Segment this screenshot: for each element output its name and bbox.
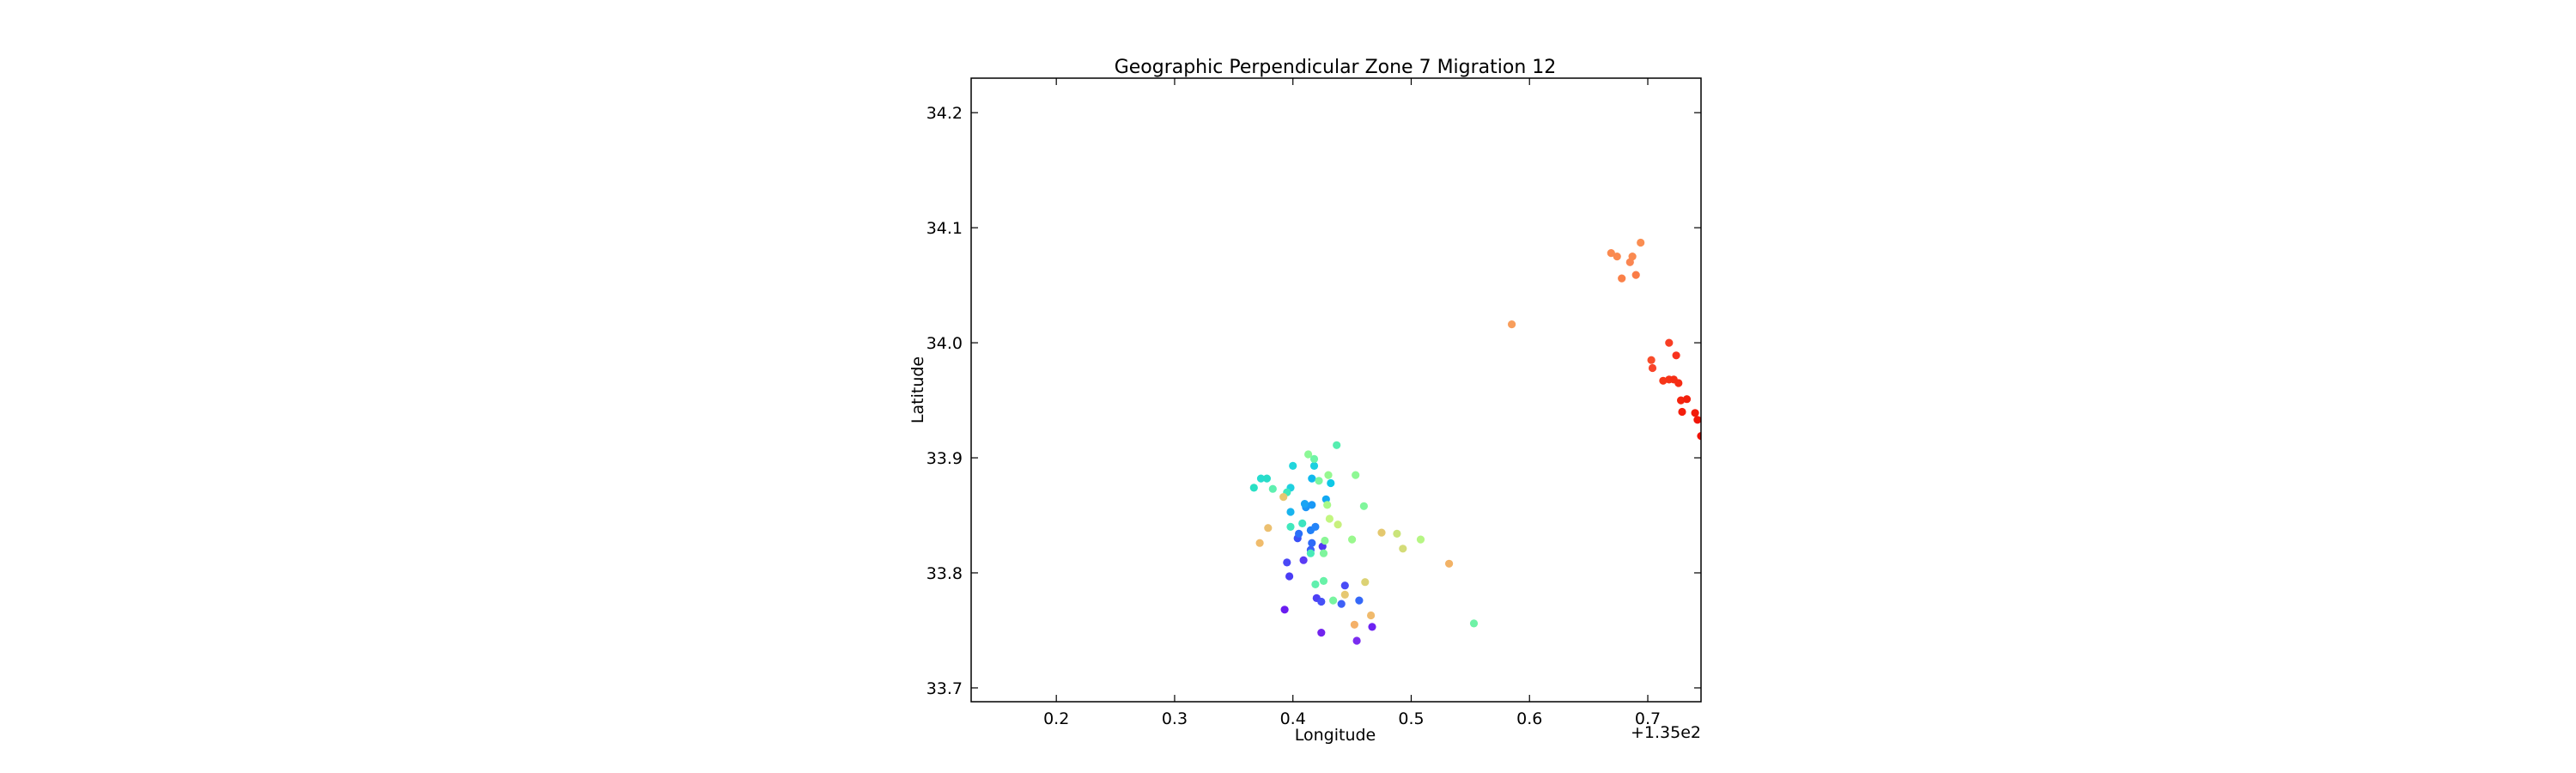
data-point xyxy=(1691,409,1699,417)
data-point xyxy=(1262,474,1271,483)
y-axis: 33.7 33.8 33.9 34.0 34.1 34.2 xyxy=(927,104,1701,698)
data-point xyxy=(1693,416,1701,424)
data-point xyxy=(1352,471,1360,479)
data-point xyxy=(1255,539,1264,547)
data-point xyxy=(1368,623,1376,631)
data-point xyxy=(1637,238,1645,247)
y-tick-label: 33.7 xyxy=(927,679,963,698)
data-point xyxy=(1359,502,1368,510)
data-point xyxy=(1665,338,1674,347)
data-point xyxy=(1268,484,1277,493)
x-tick-label: 0.7 xyxy=(1635,709,1661,728)
data-point xyxy=(1678,407,1686,417)
data-point xyxy=(1299,556,1308,564)
x-tick-label: 0.5 xyxy=(1398,709,1424,728)
data-point xyxy=(1647,356,1656,364)
data-point xyxy=(1337,600,1346,608)
x-axis-label: Longitude xyxy=(1295,726,1376,745)
data-point xyxy=(1352,636,1361,645)
plot-area xyxy=(970,77,1702,703)
data-point xyxy=(1334,520,1342,529)
data-point xyxy=(1308,501,1316,509)
data-point xyxy=(1377,528,1386,537)
data-point xyxy=(1279,493,1288,502)
data-point xyxy=(1613,253,1621,261)
data-point xyxy=(1416,535,1425,544)
data-point xyxy=(1317,597,1326,606)
data-points xyxy=(1249,238,1701,645)
data-point xyxy=(1317,629,1326,637)
data-point xyxy=(1249,484,1258,492)
data-point xyxy=(1280,606,1289,614)
data-point xyxy=(1327,478,1335,488)
data-point xyxy=(1659,376,1668,385)
data-point xyxy=(1628,253,1637,261)
data-point xyxy=(1295,529,1303,539)
x-axis-offset-label: +1.35e2 xyxy=(1631,723,1701,742)
data-point xyxy=(1697,432,1701,441)
data-point xyxy=(1361,578,1370,587)
data-point xyxy=(1445,559,1454,568)
data-point xyxy=(1315,477,1323,485)
data-point xyxy=(1329,596,1338,605)
data-point xyxy=(1309,461,1319,471)
x-tick-label: 0.6 xyxy=(1516,709,1542,728)
data-point xyxy=(1298,519,1307,528)
data-point xyxy=(1333,441,1341,449)
data-point xyxy=(1308,474,1316,483)
data-point xyxy=(1309,454,1319,464)
data-point xyxy=(1264,524,1273,533)
data-point xyxy=(1350,620,1358,629)
data-point xyxy=(1256,474,1266,483)
data-point xyxy=(1469,619,1479,628)
data-point xyxy=(1321,536,1329,545)
y-tick-label: 34.1 xyxy=(927,219,963,238)
x-tick-label: 0.3 xyxy=(1162,709,1188,728)
data-point xyxy=(1286,522,1295,532)
data-point xyxy=(1304,450,1313,459)
chart-title: Geographic Perpendicular Zone 7 Migratio… xyxy=(1115,57,1557,78)
y-tick-label: 33.9 xyxy=(927,449,963,468)
data-point xyxy=(1283,558,1291,567)
data-point xyxy=(1340,581,1349,590)
data-point xyxy=(1323,501,1332,509)
data-point xyxy=(1311,580,1320,589)
data-point xyxy=(1340,590,1349,600)
y-axis-label: Latitude xyxy=(908,356,927,423)
data-point xyxy=(1319,549,1328,557)
data-point xyxy=(1648,363,1657,373)
data-point xyxy=(1355,596,1364,605)
y-tick-label: 33.8 xyxy=(927,564,963,583)
data-point xyxy=(1367,611,1376,620)
data-point xyxy=(1631,271,1640,279)
y-tick-label: 34.0 xyxy=(927,334,963,353)
data-point xyxy=(1311,522,1320,532)
x-tick-label: 0.4 xyxy=(1280,709,1306,728)
data-point xyxy=(1286,508,1295,516)
data-point xyxy=(1677,396,1686,405)
data-point xyxy=(1308,539,1316,547)
data-point xyxy=(1674,379,1683,387)
data-point xyxy=(1289,461,1297,471)
data-point xyxy=(1672,351,1680,360)
data-point xyxy=(1319,576,1328,586)
y-tick-label: 34.2 xyxy=(927,104,963,123)
data-point xyxy=(1285,572,1294,581)
data-point xyxy=(1306,549,1315,557)
data-point xyxy=(1607,249,1615,258)
data-point xyxy=(1399,545,1407,553)
data-point xyxy=(1393,529,1401,539)
data-point xyxy=(1325,514,1334,523)
data-point xyxy=(1348,535,1357,544)
data-point xyxy=(1682,395,1692,404)
data-point xyxy=(1300,500,1309,508)
x-tick-label: 0.2 xyxy=(1043,709,1069,728)
data-point xyxy=(1508,320,1516,329)
x-axis: 0.2 0.3 0.4 0.5 0.6 0.7 xyxy=(1043,78,1661,728)
data-point xyxy=(1618,274,1626,283)
data-point xyxy=(1324,471,1333,479)
